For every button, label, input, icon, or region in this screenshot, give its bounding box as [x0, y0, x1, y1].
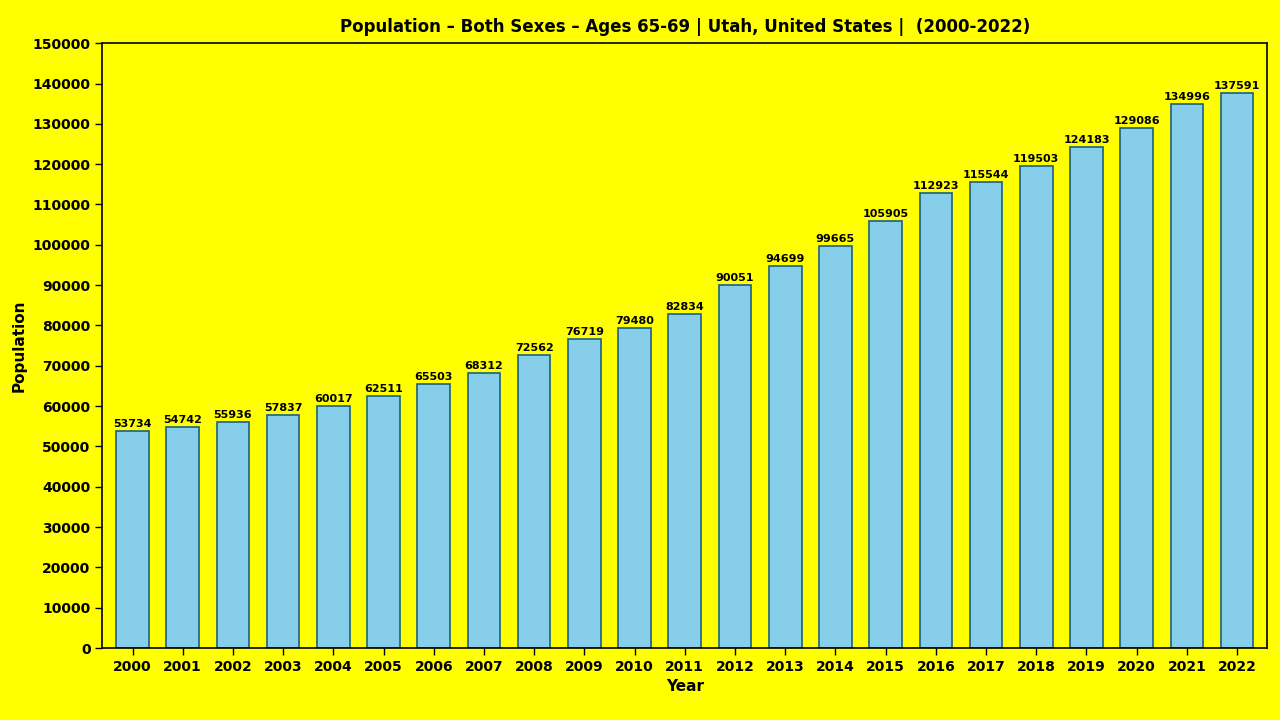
Bar: [668, 314, 701, 648]
Bar: [869, 221, 902, 648]
Text: 115544: 115544: [963, 170, 1010, 180]
Text: 90051: 90051: [716, 273, 754, 283]
Bar: [1020, 166, 1052, 648]
Text: 105905: 105905: [863, 209, 909, 219]
Text: 134996: 134996: [1164, 91, 1211, 102]
Bar: [919, 193, 952, 648]
Text: 137591: 137591: [1213, 81, 1261, 91]
Bar: [1170, 104, 1203, 648]
Text: 65503: 65503: [415, 372, 453, 382]
Text: 112923: 112923: [913, 181, 959, 191]
Bar: [618, 328, 652, 648]
Text: 119503: 119503: [1014, 154, 1060, 164]
Text: 62511: 62511: [365, 384, 403, 394]
Text: 54742: 54742: [164, 415, 202, 426]
Bar: [116, 431, 148, 648]
Text: 60017: 60017: [314, 394, 353, 404]
Bar: [216, 423, 250, 648]
Text: 76719: 76719: [564, 327, 604, 337]
Bar: [1221, 93, 1253, 648]
Text: 99665: 99665: [815, 234, 855, 244]
Bar: [166, 427, 200, 648]
Text: 82834: 82834: [666, 302, 704, 312]
Bar: [266, 415, 300, 648]
Text: 72562: 72562: [515, 343, 553, 354]
Bar: [367, 396, 399, 648]
Bar: [467, 372, 500, 648]
Title: Population – Both Sexes – Ages 65-69 | Utah, United States |  (2000-2022): Population – Both Sexes – Ages 65-69 | U…: [339, 18, 1030, 36]
Text: 53734: 53734: [113, 419, 152, 429]
Bar: [317, 406, 349, 648]
Text: 79480: 79480: [616, 315, 654, 325]
Bar: [769, 266, 801, 648]
Bar: [819, 246, 851, 648]
Bar: [718, 285, 751, 648]
Bar: [417, 384, 451, 648]
Text: 129086: 129086: [1114, 115, 1160, 125]
Text: 68312: 68312: [465, 361, 503, 371]
Bar: [1120, 127, 1153, 648]
Y-axis label: Population: Population: [12, 300, 27, 392]
Bar: [1070, 148, 1103, 648]
Bar: [518, 356, 550, 648]
Text: 55936: 55936: [214, 410, 252, 420]
Bar: [970, 182, 1002, 648]
Text: 94699: 94699: [765, 254, 805, 264]
Text: 57837: 57837: [264, 402, 302, 413]
Bar: [568, 338, 600, 648]
Text: 124183: 124183: [1064, 135, 1110, 145]
X-axis label: Year: Year: [666, 680, 704, 694]
